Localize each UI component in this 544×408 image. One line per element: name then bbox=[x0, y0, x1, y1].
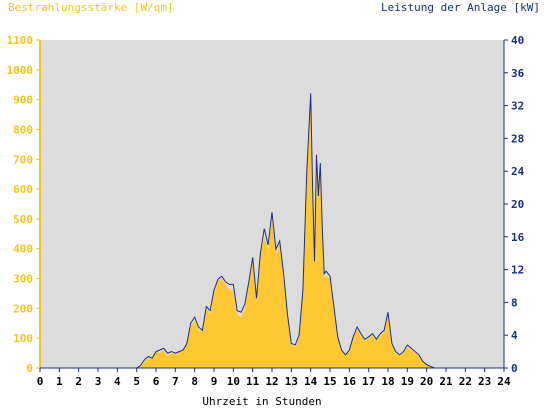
left-tick-label: 400 bbox=[13, 243, 33, 256]
x-tick-label: 21 bbox=[439, 375, 453, 388]
left-ticks: 0 100 200 300 400 500 600 700 800 900 1000 1100 bbox=[7, 34, 40, 375]
x-tick-label: 23 bbox=[478, 375, 491, 388]
left-tick-label: 1000 bbox=[7, 64, 34, 77]
x-tick-label: 19 bbox=[401, 375, 414, 388]
left-tick-label: 0 bbox=[26, 362, 33, 375]
left-axis-title: Bestrahlungsstärke [W/qm] bbox=[8, 1, 174, 14]
right-ticks: 0 4 8 12 16 20 24 28 32 36 40 bbox=[504, 34, 525, 375]
left-tick-label: 500 bbox=[13, 213, 33, 226]
right-tick-label: 8 bbox=[511, 296, 518, 309]
x-tick-label: 5 bbox=[133, 375, 140, 388]
left-tick-label: 900 bbox=[13, 94, 33, 107]
x-tick-label: 4 bbox=[114, 375, 121, 388]
right-tick-label: 0 bbox=[511, 362, 518, 375]
x-tick-label: 24 bbox=[497, 375, 511, 388]
series-layer bbox=[40, 93, 504, 369]
x-tick-label: 18 bbox=[381, 375, 394, 388]
x-tick-label: 1 bbox=[56, 375, 63, 388]
x-tick-label: 2 bbox=[75, 375, 82, 388]
left-tick-label: 100 bbox=[13, 332, 33, 345]
right-tick-label: 36 bbox=[511, 67, 525, 80]
right-tick-label: 16 bbox=[511, 231, 525, 244]
right-tick-label: 40 bbox=[511, 34, 524, 47]
x-tick-label: 3 bbox=[95, 375, 102, 388]
x-tick-label: 8 bbox=[191, 375, 198, 388]
right-tick-label: 4 bbox=[511, 329, 518, 342]
right-tick-label: 28 bbox=[511, 132, 524, 145]
x-tick-label: 0 bbox=[37, 375, 44, 388]
x-tick-label: 7 bbox=[172, 375, 179, 388]
x-tick-label: 20 bbox=[420, 375, 433, 388]
x-ticks: 0 1 2 3 4 5 6 7 8 9 10 11 12 13 14 15 16 17 18 19 20 21 22 23 24 bbox=[37, 368, 511, 388]
x-tick-label: 11 bbox=[246, 375, 260, 388]
left-tick-label: 1100 bbox=[7, 34, 34, 47]
right-tick-label: 32 bbox=[511, 100, 524, 113]
x-tick-label: 14 bbox=[304, 375, 318, 388]
x-tick-label: 6 bbox=[153, 375, 160, 388]
right-tick-label: 20 bbox=[511, 198, 524, 211]
x-tick-label: 12 bbox=[265, 375, 278, 388]
x-tick-label: 13 bbox=[285, 375, 298, 388]
left-tick-label: 800 bbox=[13, 123, 33, 136]
right-axis-title: Leistung der Anlage [kW] bbox=[381, 1, 540, 14]
x-tick-label: 22 bbox=[459, 375, 472, 388]
power-line bbox=[40, 93, 504, 369]
irradiance-area bbox=[40, 99, 504, 368]
right-tick-label: 24 bbox=[511, 165, 525, 178]
left-tick-label: 600 bbox=[13, 183, 33, 196]
x-tick-label: 15 bbox=[323, 375, 336, 388]
x-tick-label: 16 bbox=[343, 375, 357, 388]
left-tick-label: 700 bbox=[13, 153, 33, 166]
x-axis-title: Uhrzeit in Stunden bbox=[202, 395, 321, 408]
right-tick-label: 12 bbox=[511, 264, 524, 277]
left-tick-label: 300 bbox=[13, 273, 33, 286]
x-tick-label: 17 bbox=[362, 375, 375, 388]
left-tick-label: 200 bbox=[13, 302, 33, 315]
x-tick-label: 10 bbox=[227, 375, 240, 388]
x-tick-label: 9 bbox=[211, 375, 218, 388]
